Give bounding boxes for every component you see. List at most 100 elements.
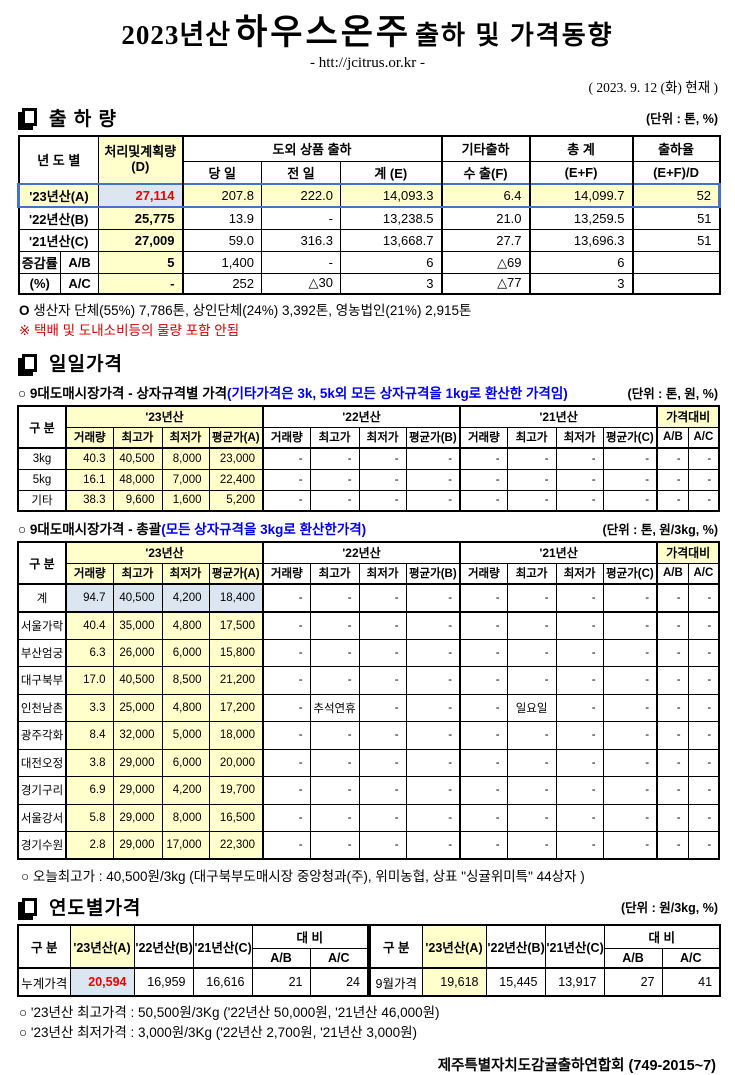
cell: - xyxy=(602,803,658,832)
cell: 7,000 xyxy=(161,468,210,491)
section-daily-price: 일일가격 ○ 9대도매시장가격 - 상자규격별 가격 (기타가격은 3k, 5k… xyxy=(17,349,721,885)
cell: - xyxy=(459,447,508,470)
cell: - xyxy=(555,666,604,695)
note-bullet: ※ xyxy=(19,322,31,338)
cell: - xyxy=(506,583,557,613)
cell: 4,800 xyxy=(161,611,210,640)
col-header: 평균가(C) xyxy=(602,426,658,449)
unit-label: (단위 : 원/3kg, %) xyxy=(620,901,718,915)
cell: - xyxy=(262,748,311,777)
cell: - xyxy=(687,666,720,695)
table-row: '22년산(B) 25,775 13.9-13,238.5 21.0 13,259.5 5… xyxy=(17,206,721,230)
col-header: 평균가(A) xyxy=(208,426,264,449)
table-row: 계 94.7 40,500 4,200 18,400- - - - - - - - - - xyxy=(17,583,720,613)
cell: 27,009 xyxy=(98,229,184,252)
table-row: 인천남촌 3.3 25,000 4,800 17,200- 추석연휴 - - - 일요일 - - - - xyxy=(17,693,720,722)
cell: 16,500 xyxy=(208,803,264,832)
col-header: 최고가 xyxy=(309,426,360,449)
cell: - xyxy=(459,693,508,722)
cell: 22,400 xyxy=(208,468,264,491)
cell: - xyxy=(358,721,407,750)
cell: 일요일 xyxy=(506,693,557,722)
cell: - xyxy=(358,489,407,512)
col-header: 구 분 xyxy=(17,405,67,449)
cell: 22,300 xyxy=(208,831,264,860)
col-group-header: 대 비 xyxy=(251,924,369,949)
cell: - xyxy=(602,776,658,805)
cell: 8,500 xyxy=(161,666,210,695)
cell: 40.4 xyxy=(65,611,114,640)
cell: 6 xyxy=(340,251,443,274)
cell: - xyxy=(261,251,342,274)
table-row: 서울가락 40.4 35,000 4,800 17,500- - - - - - - - - - xyxy=(17,611,720,640)
col-header: 최저가 xyxy=(161,562,210,585)
cell: 9,600 xyxy=(112,489,163,512)
note-text: 생산자 단체(55%) 7,786톤, 상인단체(24%) 3,392톤, 영농… xyxy=(33,302,472,318)
cell: - xyxy=(506,611,557,640)
cell: 40,500 xyxy=(112,447,163,470)
cell: 20,000 xyxy=(208,748,264,777)
col-group-header: '23년산 xyxy=(64,405,264,428)
cell: △77 xyxy=(440,273,531,294)
cell: - xyxy=(262,693,311,722)
cell: 13,238.5 xyxy=(340,206,443,230)
cell: - xyxy=(687,803,720,832)
cell: - xyxy=(687,776,720,805)
cell: - xyxy=(602,468,658,491)
cell: 17,500 xyxy=(208,611,264,640)
cell: - xyxy=(602,721,658,750)
cell: 19,700 xyxy=(208,776,264,805)
col-header: 최고가 xyxy=(506,562,557,585)
col-header: 평균가(B) xyxy=(405,562,461,585)
box-price-table: 구 분 '23년산 '22년산 '21년산 가격대비 거래량 최고가 최저가 평… xyxy=(17,405,721,512)
cell: - xyxy=(602,447,658,470)
cell: - xyxy=(602,666,658,695)
cell: - xyxy=(687,693,720,722)
cell: 8,000 xyxy=(161,803,210,832)
cell: 서울가락 xyxy=(17,611,67,640)
subheading-note: (기타가격은 3k, 5k외 모든 상자규격을 1kg로 환산한 가격임) xyxy=(227,386,568,401)
col-header: 최고가 xyxy=(506,426,557,449)
yearly-notes: ○ '23년산 최고가격 : 50,500원/3Kg ('22년산 50,000… xyxy=(19,1003,718,1044)
cell: - xyxy=(506,721,557,750)
cell: 29,000 xyxy=(112,803,163,832)
cell: 16,616 xyxy=(192,967,253,997)
cell: - xyxy=(602,489,658,512)
cell: 6.9 xyxy=(65,776,114,805)
cell: 40,500 xyxy=(112,666,163,695)
table-row: 5kg 16.1 48,000 7,000 22,400- - - - - - - - - - xyxy=(17,468,720,491)
section-square-icon xyxy=(22,353,37,372)
cell: 17.0 xyxy=(65,666,114,695)
cell: - xyxy=(262,831,311,860)
cell: - xyxy=(459,776,508,805)
cell: 21,200 xyxy=(208,666,264,695)
cell: - xyxy=(602,693,658,722)
cell: 207.8 xyxy=(181,183,263,208)
cell: 41 xyxy=(661,967,721,997)
table-row: 증감률 A/B 5 1,400-6 △69 6 xyxy=(18,251,721,274)
cell: 기타 xyxy=(17,489,67,512)
cell: - xyxy=(506,748,557,777)
cell: - xyxy=(506,666,557,695)
col-header: A/B xyxy=(656,562,689,585)
cell: 5kg xyxy=(17,468,67,491)
cell: △30 xyxy=(261,273,342,294)
cell: 5,200 xyxy=(208,489,264,512)
cell: 23,000 xyxy=(208,447,264,470)
col-header: 평균가(C) xyxy=(602,562,658,585)
cell: '22년산(B) xyxy=(17,206,100,230)
table-row: 경기수원 2.8 29,000 17,000 22,300- - - - - - - - - - xyxy=(17,831,720,860)
cell: 20,594 xyxy=(69,967,135,997)
cell: - xyxy=(506,447,557,470)
cell: 16,959 xyxy=(133,967,194,997)
cell: - xyxy=(405,721,461,750)
cell: - xyxy=(309,666,360,695)
cell: 13,917 xyxy=(544,967,605,997)
cell: - xyxy=(602,611,658,640)
cell: 27,114 xyxy=(98,183,184,208)
cell: - xyxy=(405,748,461,777)
col-group-header: 가격대비 xyxy=(656,405,720,428)
total-price-heading: ○ 9대도매시장가격 - 총괄 (모든 상자규격을 3kg로 환산한가격) (단… xyxy=(18,518,718,538)
cell: - xyxy=(555,447,604,470)
